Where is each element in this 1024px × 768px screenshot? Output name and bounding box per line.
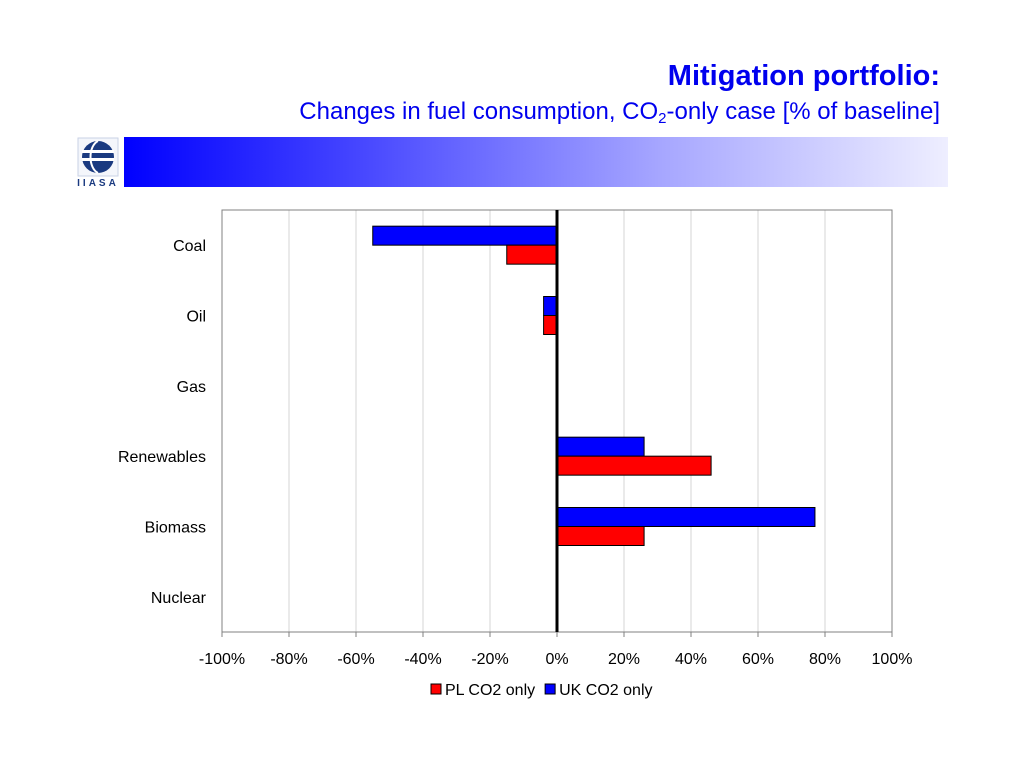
legend-swatch <box>430 683 442 695</box>
category-label: Biomass <box>145 520 206 537</box>
header-banner <box>124 137 948 187</box>
x-tick-label: 80% <box>809 651 841 668</box>
category-label: Oil <box>186 309 206 326</box>
globe-icon <box>77 137 119 177</box>
x-tick-label: 100% <box>872 651 913 668</box>
legend-label: UK CO2 only <box>559 682 652 699</box>
legend-label: PL CO2 only <box>445 682 535 699</box>
x-tick-label: 60% <box>742 651 774 668</box>
x-tick-label: 40% <box>675 651 707 668</box>
bar-coal-uk <box>372 225 558 246</box>
x-tick-label: -20% <box>471 651 508 668</box>
slide-title: Mitigation portfolio: <box>667 60 940 92</box>
x-tick-label: 0% <box>545 651 568 668</box>
subtitle-subscript: 2 <box>658 110 667 127</box>
iiasa-logo: IIASA <box>76 136 120 190</box>
x-tick-label: -100% <box>199 651 245 668</box>
category-label: Gas <box>177 379 206 396</box>
bar-coal-pl <box>506 244 558 265</box>
logo-text: IIASA <box>77 178 119 189</box>
legend-swatch <box>544 683 556 695</box>
bar-renewables-pl <box>556 455 712 476</box>
bar-biomass-pl <box>556 526 645 546</box>
bar-oil-pl <box>543 315 558 335</box>
title-block: Mitigation portfolio: Changes in fuel co… <box>299 58 940 127</box>
x-tick-label: 20% <box>608 651 640 668</box>
bar-biomass-uk <box>556 507 816 527</box>
bar-renewables-uk <box>556 436 645 457</box>
subtitle-text-post: -only case [% of baseline] <box>666 98 940 125</box>
x-tick-label: -80% <box>270 651 307 668</box>
category-label: Renewables <box>118 449 206 466</box>
bar-oil-uk <box>543 296 558 316</box>
subtitle-text-pre: Changes in fuel consumption, CO <box>299 98 659 125</box>
category-label: Coal <box>173 238 206 255</box>
x-tick-label: -60% <box>337 651 374 668</box>
category-label: Nuclear <box>151 590 207 607</box>
slide-subtitle: Changes in fuel consumption, CO2-only ca… <box>299 97 940 127</box>
x-tick-label: -40% <box>404 651 441 668</box>
